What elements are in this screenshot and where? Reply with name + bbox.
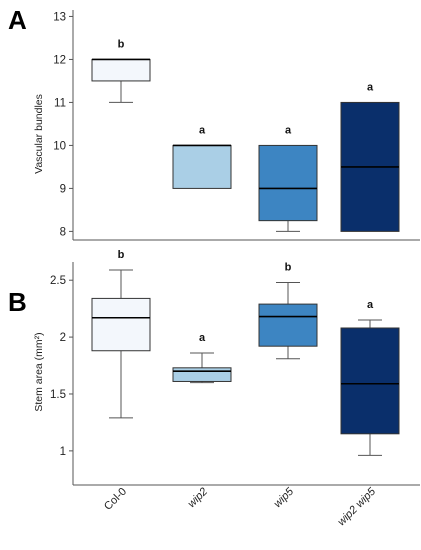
y-tick-label: 10	[53, 140, 66, 152]
box-3: b	[258, 261, 318, 360]
category-label: wip2 wip5	[335, 485, 378, 528]
category-label: wip2	[186, 486, 210, 510]
significance-label: a	[199, 332, 206, 344]
y-tick-label: 12	[53, 54, 66, 66]
y-tick-label: 2	[60, 332, 66, 344]
significance-label: b	[118, 38, 125, 50]
box-3: a	[258, 124, 318, 232]
box-body	[91, 58, 151, 82]
box-body	[258, 303, 318, 347]
box-2: a	[172, 124, 232, 189]
y-tick-label: 2.5	[50, 275, 66, 287]
panel-a-boxes: b a a a	[91, 38, 400, 232]
panel-b-label: B	[8, 287, 27, 317]
panel-b-y-axis-title: Stem area (mm²)	[33, 332, 45, 411]
box-body	[340, 327, 400, 435]
box-1: b	[91, 38, 151, 103]
panel-a-y-ticks: 8 9 10 11 12 13	[53, 11, 73, 238]
box-2: a	[172, 332, 232, 384]
y-tick-label: 13	[53, 11, 66, 23]
y-tick-label: 1	[60, 446, 66, 458]
panel-b-category-labels: Col-0 wip2 wip5 wip2 wip5	[102, 485, 379, 528]
box-body	[172, 367, 232, 382]
panel-b-boxes: b a b a	[91, 249, 400, 456]
box-body	[258, 144, 318, 222]
panel-a: A Vascular bundles 8 9 10 11 12 13 b a a a	[8, 5, 420, 241]
y-tick-label: 8	[60, 226, 66, 238]
significance-label: b	[285, 261, 292, 273]
box-4: a	[340, 81, 400, 232]
y-tick-label: 11	[54, 97, 66, 109]
significance-label: a	[199, 124, 206, 136]
box-body	[91, 297, 151, 352]
category-label: Col-0	[102, 486, 129, 513]
category-label: wip5	[272, 485, 297, 510]
significance-label: a	[285, 124, 292, 136]
panel-a-y-axis-title: Vascular bundles	[33, 94, 45, 174]
panel-b: B Stem area (mm²) 1 1.5 2 2.5 b a b a Col-0 wip…	[8, 249, 420, 528]
y-tick-label: 9	[60, 183, 66, 195]
box-1: b	[91, 249, 151, 419]
box-body	[172, 144, 232, 189]
significance-label: a	[367, 81, 374, 93]
panel-a-label: A	[8, 5, 27, 35]
panel-b-y-ticks: 1 1.5 2 2.5	[50, 275, 73, 458]
box-4: a	[340, 299, 400, 456]
significance-label: b	[118, 249, 125, 261]
significance-label: a	[367, 299, 374, 311]
y-tick-label: 1.5	[50, 389, 66, 401]
